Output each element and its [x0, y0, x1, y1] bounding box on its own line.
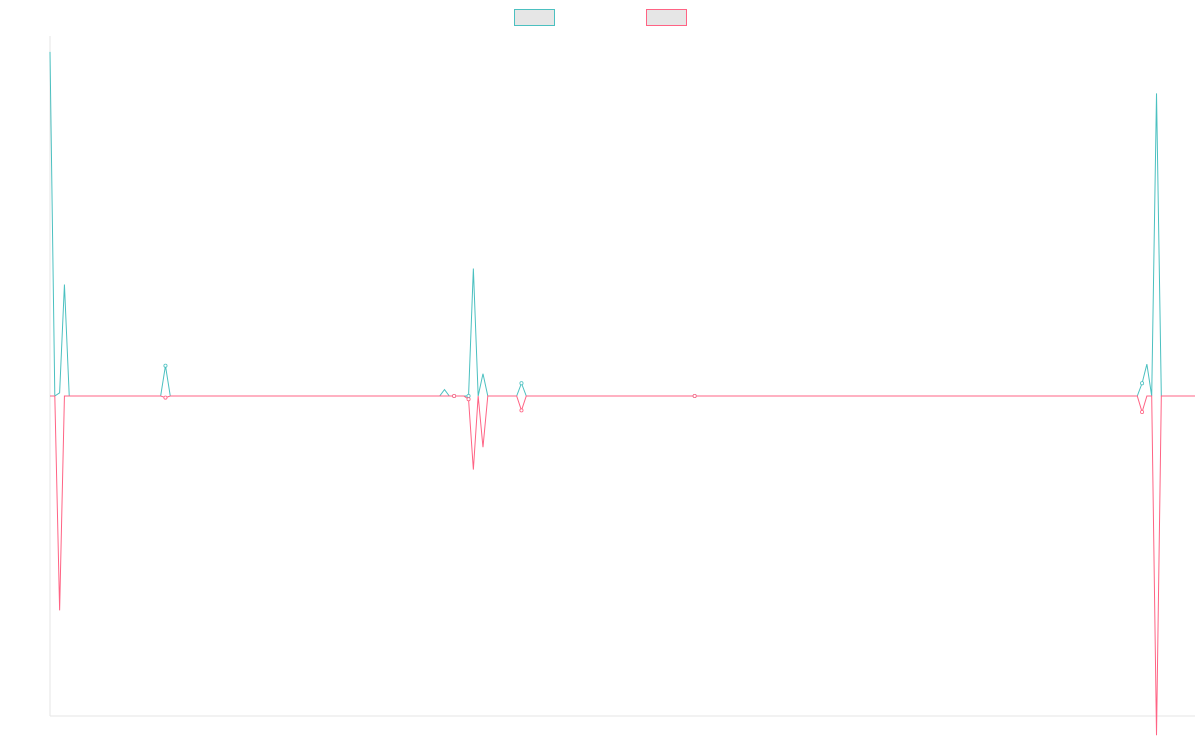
axes — [49, 36, 1195, 717]
series-2-point[interactable] — [452, 393, 457, 398]
legend — [514, 9, 687, 26]
series-1-point[interactable] — [466, 393, 471, 398]
series-1-point[interactable] — [163, 363, 168, 368]
series-layer — [49, 51, 1195, 736]
series-1-point[interactable] — [519, 381, 524, 386]
legend-swatch-2[interactable] — [646, 9, 687, 26]
series-2 — [50, 393, 1195, 736]
series-2-point[interactable] — [1140, 409, 1145, 414]
series-2-point[interactable] — [692, 393, 697, 398]
series-2-point[interactable] — [466, 397, 471, 402]
series-1-point[interactable] — [1140, 381, 1145, 386]
legend-swatch-1[interactable] — [514, 9, 555, 26]
series-2-point[interactable] — [163, 395, 168, 400]
series-1-line — [49, 51, 1195, 397]
series-2-point[interactable] — [519, 408, 524, 413]
series-2-line — [50, 395, 1195, 736]
series-1 — [49, 51, 1195, 398]
